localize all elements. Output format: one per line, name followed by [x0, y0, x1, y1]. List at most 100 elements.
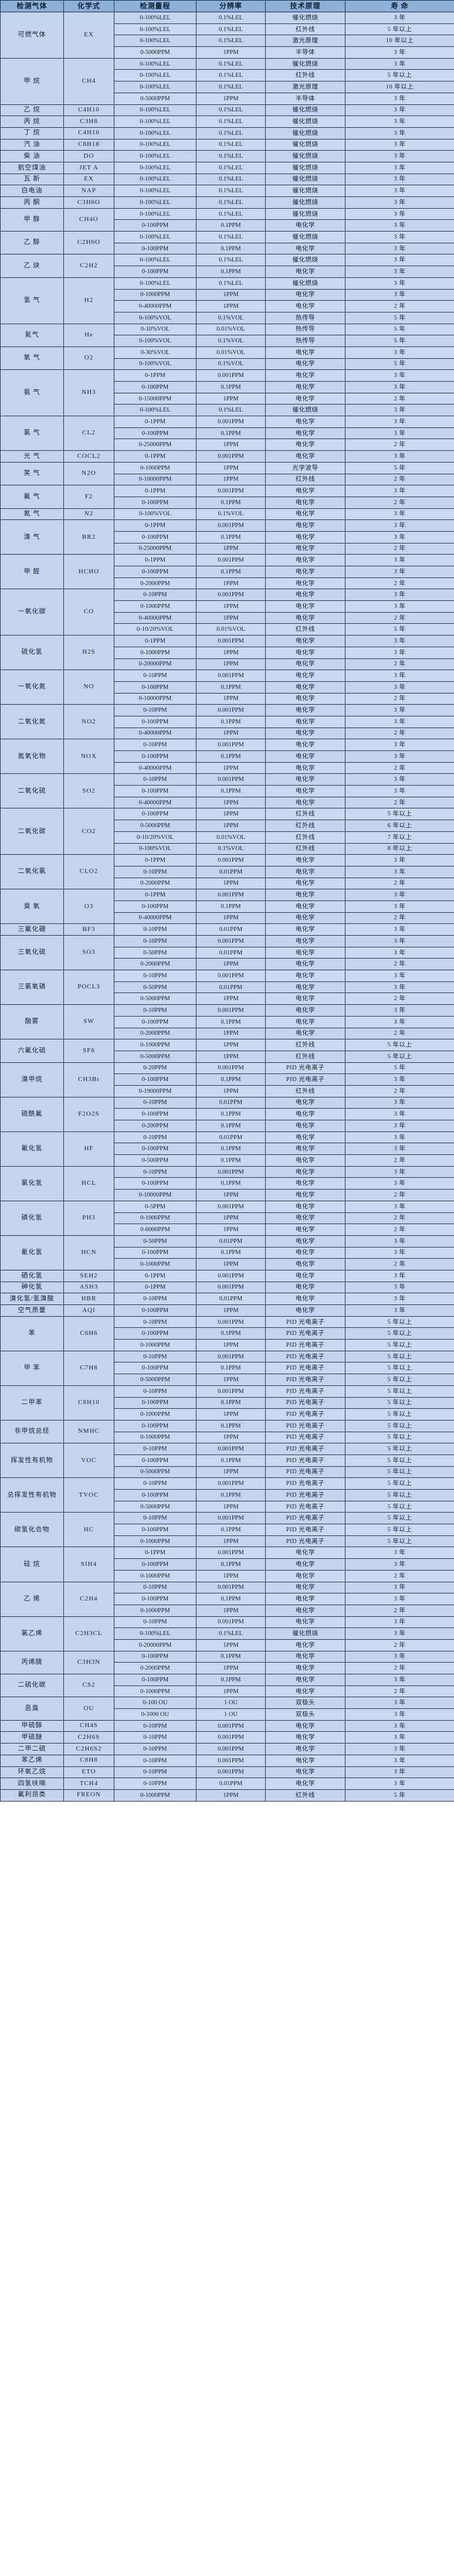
- technology-cell: 红外线: [265, 820, 345, 832]
- detection-range-cell: 0-1000PPM: [114, 288, 196, 301]
- table-row: 0-40000PPM 1PPM 电化学 2 年: [1, 611, 454, 624]
- detection-range-cell: 0-1PPM: [114, 854, 196, 866]
- table-row: 汽 油 C8H18 0-100%LEL 0.1%LEL 催化燃烧 3 年: [0, 138, 454, 151]
- detection-range-cell: 0-50PPM: [114, 946, 196, 959]
- table-row: 0-100%LEL 0.1%LEL 红外线 5 年以上: [1, 69, 454, 82]
- chemical-formula-cell: CL2: [63, 416, 114, 451]
- resolution-cell: 1 OU: [196, 1697, 266, 1710]
- technology-cell: 电化学: [265, 439, 345, 451]
- detection-range-cell: 0-1000PPM: [114, 461, 196, 474]
- gas-name-cell: 甲 醇: [0, 208, 64, 232]
- table-row: 氯 气 CL2 0-1PPM 0.001PPM 电化学 3 年: [0, 416, 454, 451]
- detection-range-cell: 0-2000PPM: [114, 1027, 196, 1040]
- lifetime-cell: 2 年: [345, 762, 454, 774]
- technology-cell: 电化学: [265, 381, 345, 393]
- resolution-cell: 1PPM: [196, 1431, 266, 1444]
- lifetime-cell: 5 年以上: [345, 23, 454, 36]
- resolution-cell: 0.01PPM: [196, 1293, 266, 1305]
- technology-cell: PID 光电离子: [265, 1062, 345, 1075]
- resolution-cell: 0.1PPM: [196, 1524, 266, 1536]
- technology-cell: 激光原理: [265, 81, 345, 93]
- chemical-formula-cell: C8H10: [63, 1385, 114, 1420]
- table-row: 0-40000PPM 1PPM 电化学 2 年: [1, 762, 454, 774]
- detection-range-cell: 0-2000PPM: [114, 877, 196, 890]
- table-row: 0-100%LEL 0.1%LEL 激光原理 10 年以上: [1, 81, 454, 93]
- chemical-formula-cell: O2: [63, 346, 114, 371]
- lifetime-cell: 2 年: [345, 796, 454, 809]
- technology-cell: PID 光电离子: [265, 1374, 345, 1386]
- technology-cell: 电化学: [265, 877, 345, 890]
- resolution-cell: 0.1PPM: [196, 496, 266, 509]
- table-row: 0-100PPM 0.1PPM 电化学 3 年: [1, 531, 454, 543]
- detection-range-cell: 0-1000 OU: [114, 1708, 196, 1721]
- resolution-cell: 1PPM: [196, 577, 266, 590]
- resolution-cell: 0.1%VOL: [196, 311, 266, 324]
- table-row: 丙烯腈 C3H3N 0-100PPM 0.1PPM 电化学 3 年: [0, 1650, 454, 1675]
- lifetime-cell: 3 年: [345, 773, 454, 786]
- lifetime-cell: 3 年: [345, 635, 454, 647]
- resolution-cell: 1PPM: [196, 1685, 266, 1698]
- gas-name-cell: 碳氢化合物: [0, 1512, 64, 1548]
- technology-cell: 电化学: [265, 1293, 345, 1305]
- chemical-formula-cell: POCL3: [63, 970, 114, 1005]
- chemical-formula-cell: JET A: [63, 161, 114, 174]
- detection-range-cell: 0-100%LEL: [114, 185, 196, 197]
- table-row: 0-5000PPM 1PPM 红外线 5 年以上: [1, 1050, 454, 1063]
- resolution-cell: 0.1PPM: [196, 1327, 266, 1340]
- table-row: 0-10/20%VOL 0.01%VOL 红外线 5 年: [1, 623, 454, 636]
- resolution-cell: 0.1%LEL: [196, 196, 266, 209]
- lifetime-cell: 2 年: [345, 439, 454, 451]
- detection-range-cell: 0-100PPM: [114, 1593, 196, 1605]
- chemical-formula-cell: HBR: [63, 1293, 114, 1305]
- detection-range-cell: 0-10PPM: [114, 704, 196, 716]
- chemical-formula-cell: AQI: [63, 1304, 114, 1317]
- technology-cell: PID 光电离子: [265, 1316, 345, 1328]
- lifetime-cell: 3 年: [345, 1650, 454, 1663]
- detection-range-cell: 0-5000PPM: [114, 1500, 196, 1513]
- gas-name-cell: 乙 炔: [0, 254, 64, 278]
- lifetime-cell: 2 年: [345, 727, 454, 740]
- resolution-cell: 0.001PPM: [196, 1743, 266, 1755]
- table-row: 0-1000 OU 1 OU 双极头 3 年: [1, 1708, 454, 1721]
- lifetime-cell: 2 年: [345, 300, 454, 312]
- detection-range-cell: 0-30%VOL: [114, 346, 196, 359]
- resolution-cell: 1PPM: [196, 993, 266, 1005]
- lifetime-cell: 3 年: [345, 92, 454, 105]
- technology-cell: 电化学: [265, 496, 345, 509]
- lifetime-cell: 3 年: [345, 150, 454, 162]
- resolution-cell: 1PPM: [196, 439, 266, 451]
- technology-cell: 红外线: [265, 842, 345, 855]
- resolution-cell: 0.1PPM: [196, 1489, 266, 1501]
- lifetime-cell: 3 年: [345, 865, 454, 878]
- resolution-cell: 1PPM: [196, 1604, 266, 1617]
- detection-range-cell: 0-10/20%VOL: [114, 623, 196, 636]
- chemical-formula-cell: C4H10: [63, 104, 114, 117]
- chemical-formula-cell: C3H8: [63, 115, 114, 128]
- resolution-cell: 0.1%LEL: [196, 161, 266, 174]
- detection-range-cell: 0-6000PPM: [114, 1224, 196, 1236]
- gas-name-cell: 总挥发性有机物: [0, 1477, 64, 1513]
- table-row: 0-1000PPM 1PPM 电化学 3 年: [1, 600, 454, 613]
- table-row: 0-10000PPM 1PPM 电化学 2 年: [1, 692, 454, 705]
- lifetime-cell: 3 年: [345, 1754, 454, 1767]
- resolution-cell: 0.1%LEL: [196, 23, 266, 36]
- gas-name-cell: 恶臭: [0, 1697, 64, 1721]
- resolution-cell: 1PPM: [196, 542, 266, 555]
- detection-range-cell: 0-1PPM: [114, 369, 196, 382]
- technology-cell: 催化燃烧: [265, 57, 345, 70]
- technology-cell: 电化学: [265, 635, 345, 647]
- lifetime-cell: 3 年: [345, 242, 454, 255]
- resolution-cell: 1PPM: [196, 288, 266, 301]
- gas-name-cell: 丙 烷: [0, 115, 64, 128]
- table-row: 氯化氢 HCL 0-10PPM 0.001PPM 电化学 3 年: [0, 1165, 454, 1201]
- detection-range-cell: 0-100PPM: [114, 1650, 196, 1663]
- technology-cell: 催化燃烧: [265, 127, 345, 140]
- table-row: 0-20000PPM 1PPM 电化学 2 年: [1, 1639, 454, 1651]
- chemical-formula-cell: DO: [63, 150, 114, 162]
- lifetime-cell: 3 年: [345, 566, 454, 578]
- resolution-cell: 0.1%LEL: [196, 35, 266, 47]
- technology-cell: 电化学: [265, 1604, 345, 1617]
- resolution-cell: 0.1PPM: [196, 1073, 266, 1086]
- table-row: 0-1000PPM 1PPM 电化学 2 年: [1, 1685, 454, 1698]
- gas-name-cell: 航空煤油: [0, 161, 64, 174]
